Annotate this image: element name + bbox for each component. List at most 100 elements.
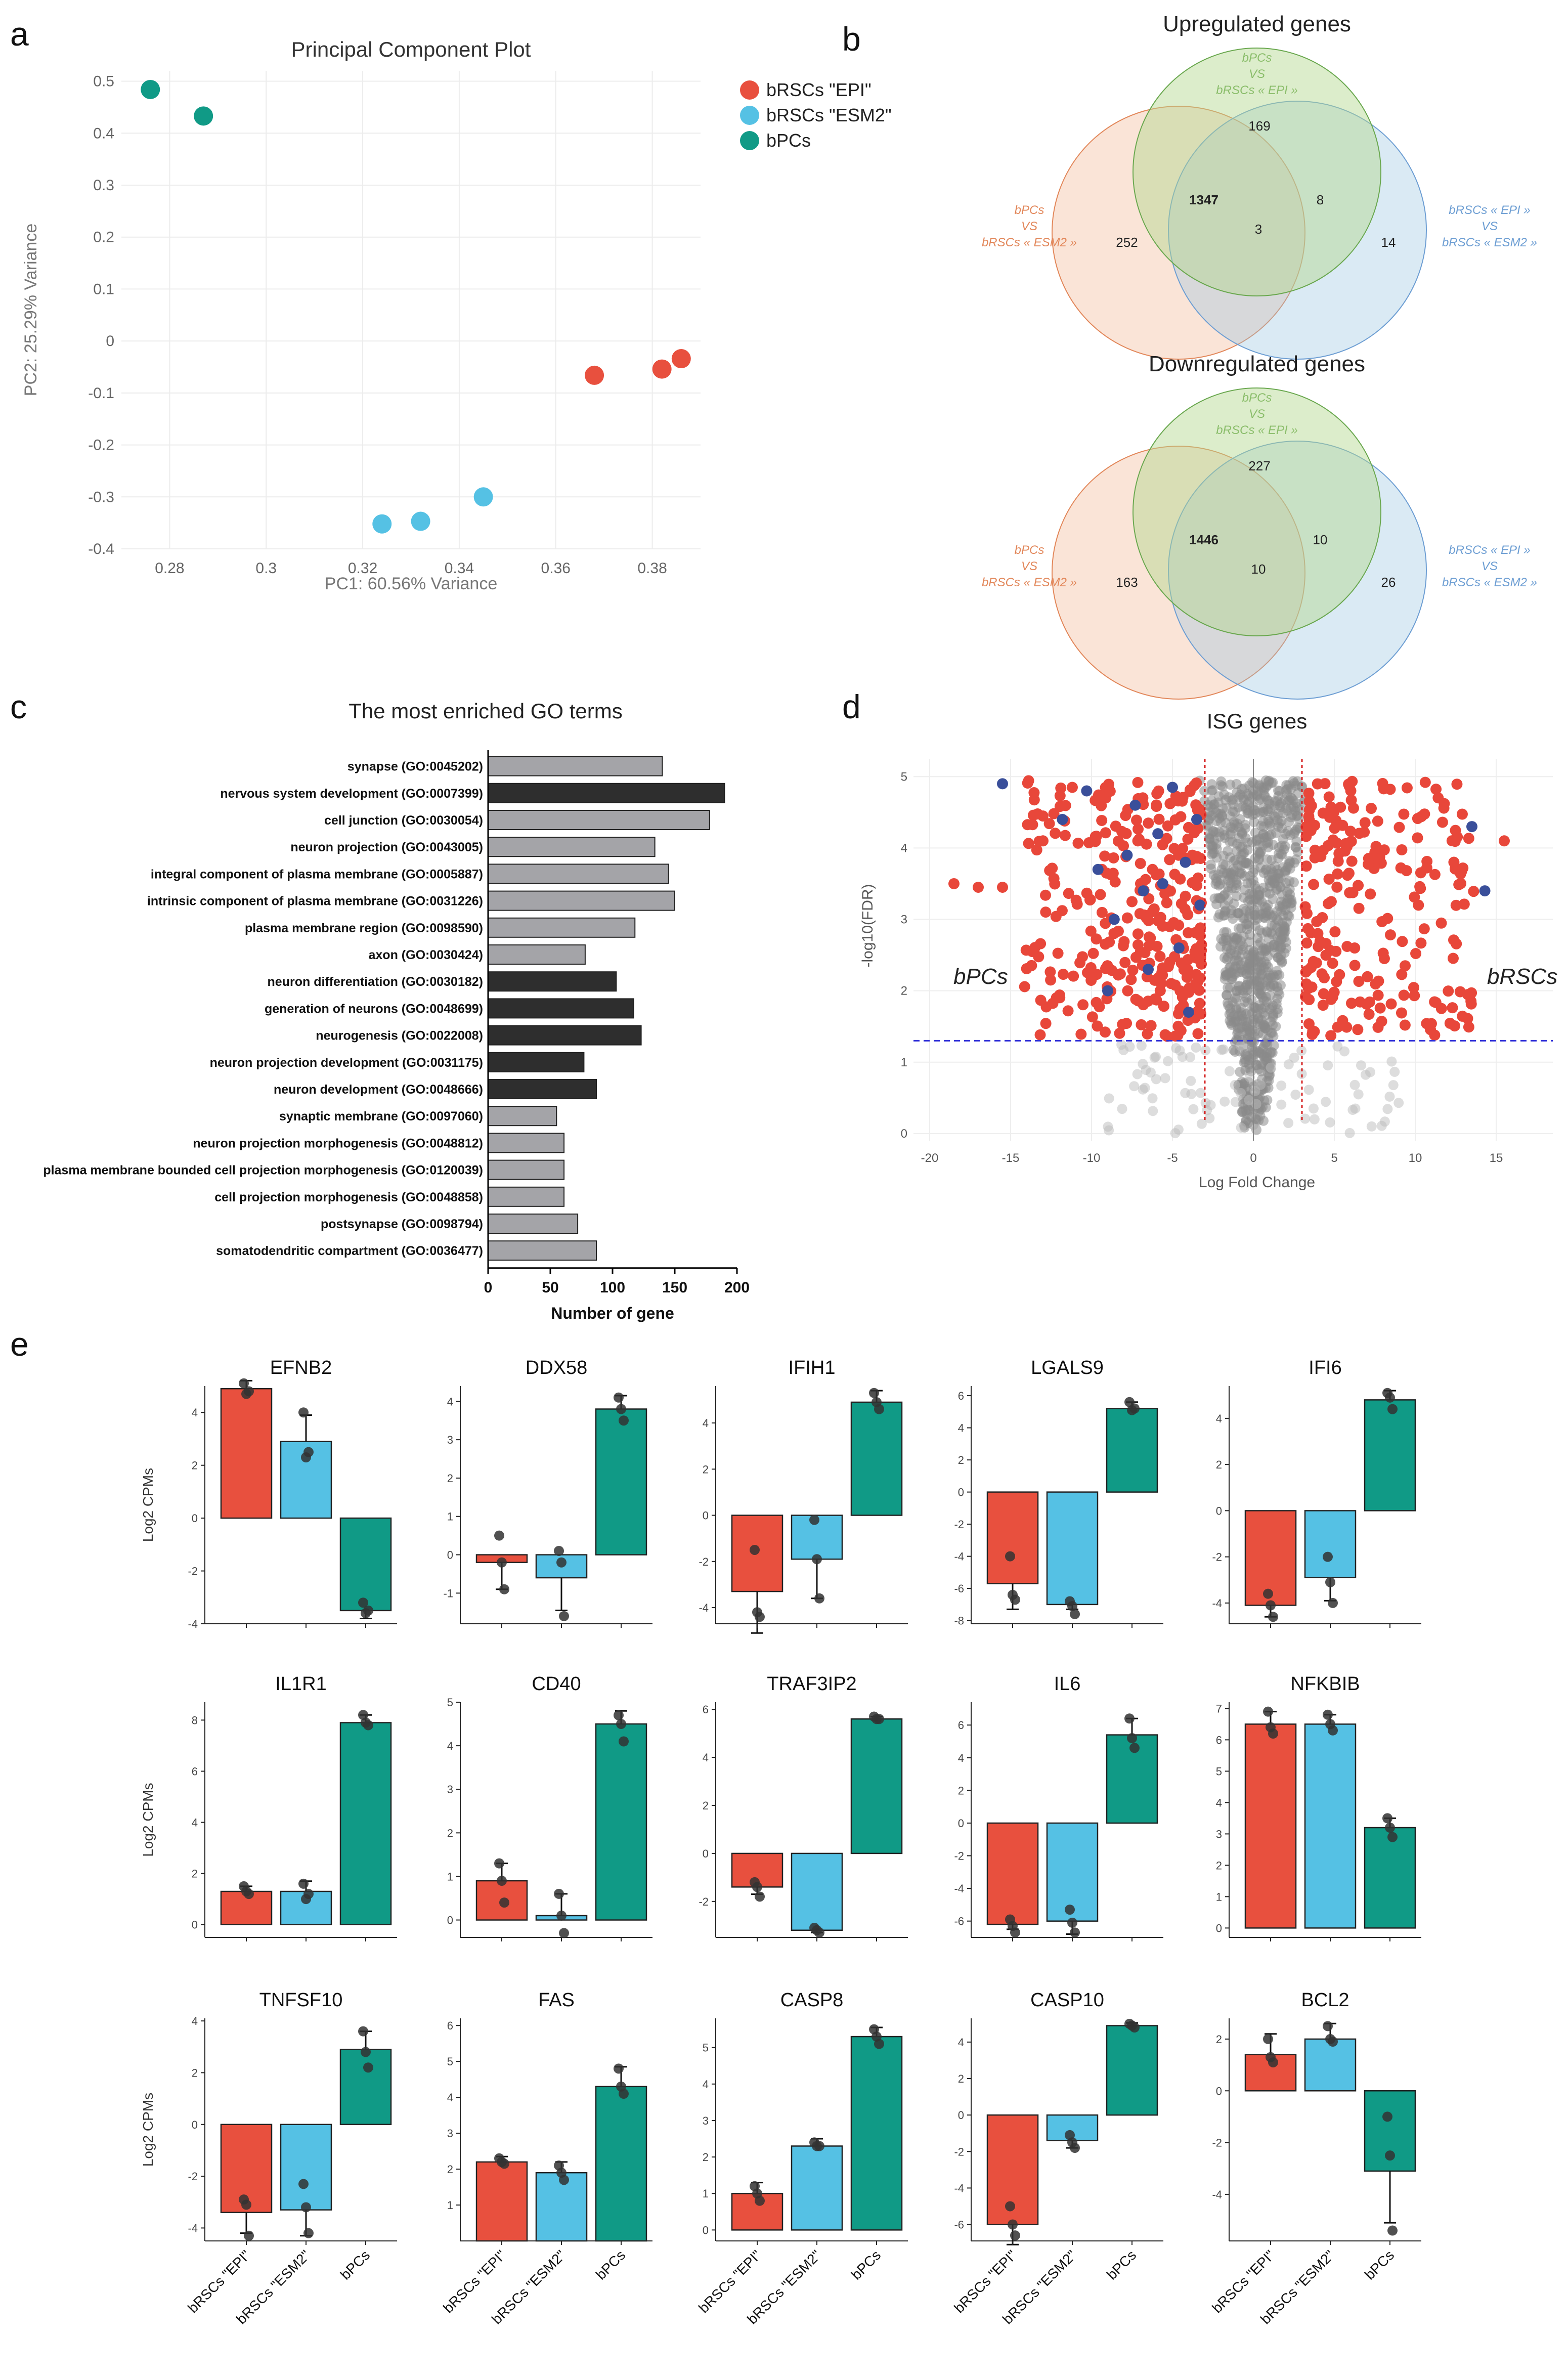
volcano-point-significant	[1393, 822, 1405, 833]
expr-chart-ddx58: DDX58 -1 0 1 2 3 4	[443, 1357, 652, 1628]
volcano-point-significant	[1172, 1008, 1184, 1020]
volcano-point-significant	[1184, 786, 1196, 797]
expr-replicate-point	[1070, 1927, 1080, 1938]
volcano-point-significant	[1054, 790, 1066, 802]
expr-ytick-label: 0	[447, 1549, 453, 1562]
volcano-point-ns	[1253, 1028, 1264, 1039]
volcano-point-significant	[1142, 1028, 1153, 1040]
volcano-point-significant	[1151, 788, 1163, 799]
volcano-point-ns	[1393, 1098, 1404, 1108]
volcano-point-ns	[1235, 1067, 1245, 1077]
expr-chart-il6: IL6 -6 -4 -2 0 2 4 6	[954, 1673, 1163, 1941]
expr-replicate-point	[1323, 2021, 1333, 2032]
volcano-point-significant	[1306, 1028, 1318, 1040]
volcano-point-ns	[1264, 1075, 1274, 1086]
volcano-point-ns	[1171, 1043, 1182, 1054]
expr-ytick-label: 0	[1216, 2085, 1222, 2097]
expr-replicate-point	[303, 1447, 314, 1457]
volcano-point-significant	[1172, 1020, 1184, 1032]
volcano-point-significant	[1195, 1008, 1207, 1020]
expr-replicate-point	[1263, 2034, 1273, 2044]
pca-ytick-label: -0.3	[88, 489, 114, 505]
volcano-point-ns	[1281, 943, 1291, 954]
volcano-point-significant	[1346, 855, 1358, 867]
expr-replicate-point	[358, 2026, 368, 2037]
volcano-point-significant	[1374, 1002, 1386, 1014]
expr-ytick-label: 2	[192, 1459, 198, 1472]
volcano-point-significant	[1122, 985, 1134, 997]
volcano-point-significant	[1499, 835, 1510, 847]
expr-bar	[339, 1722, 392, 1925]
expr-replicate-point	[1323, 1709, 1333, 1720]
pca-legend-marker	[740, 80, 759, 100]
volcano-point-ns	[1277, 823, 1287, 834]
expr-ytick-label: -6	[954, 1582, 964, 1595]
volcano-point-significant	[1177, 843, 1189, 854]
venn-set-label-blue: VS	[1482, 220, 1498, 233]
expr-replicate-point	[1385, 1823, 1395, 1833]
expr-ytick-label: 1	[447, 1870, 453, 1883]
volcano-point-significant	[1092, 1020, 1103, 1032]
volcano-point-significant	[1329, 926, 1341, 938]
volcano-point-significant	[1385, 998, 1397, 1010]
volcano-point-significant	[1045, 974, 1057, 986]
volcano-point-ns	[1200, 1098, 1211, 1108]
volcano-point-significant	[1372, 1021, 1384, 1033]
expr-bar	[986, 1491, 1039, 1584]
venn-count-orange-green: 1446	[1189, 532, 1218, 547]
volcano-point-ns	[1217, 781, 1228, 792]
expr-replicate-point	[614, 2063, 624, 2074]
volcano-point-ns	[1236, 1122, 1246, 1133]
expr-xtick-label: bPCs	[848, 2247, 884, 2282]
volcano-point-significant	[1153, 813, 1165, 825]
expr-bar	[850, 1401, 903, 1516]
volcano-point-isg	[1183, 1006, 1194, 1018]
expr-ytick-label: -2	[954, 2145, 964, 2158]
expr-replicate-point	[241, 2199, 251, 2210]
volcano-point-ns	[1388, 1080, 1399, 1091]
expr-replicate-point	[1010, 1927, 1020, 1938]
volcano-point-significant	[1143, 893, 1155, 904]
expr-xtick-label: bPCs	[593, 2247, 628, 2282]
volcano-point-ns	[1239, 884, 1250, 895]
volcano-point-significant	[1324, 811, 1335, 823]
volcano-point-significant	[1317, 1000, 1329, 1011]
volcano-point-significant	[1125, 974, 1137, 985]
expr-bar	[595, 1723, 647, 1921]
volcano-point-significant	[1432, 792, 1444, 804]
volcano-point-ns	[1273, 986, 1284, 997]
expr-ytick-label: 3	[1216, 1828, 1222, 1840]
volcano-point-significant	[1023, 838, 1034, 849]
expr-replicate-point	[559, 1611, 569, 1621]
expr-y-axis-label: Log2 CPMs	[140, 2093, 156, 2167]
expr-replicate-point	[1263, 1706, 1273, 1717]
volcano-point-significant	[1054, 801, 1066, 812]
expr-replicate-point	[298, 1878, 309, 1889]
volcano-point-ns	[1276, 950, 1286, 961]
expr-ytick-label: -4	[1212, 2188, 1222, 2201]
volcano-point-ns	[1382, 1104, 1393, 1114]
volcano-point-significant	[1366, 803, 1377, 814]
expr-replicate-point	[363, 1720, 373, 1731]
volcano-point-significant	[1120, 810, 1131, 822]
expr-replicate-point	[1385, 1392, 1395, 1403]
expr-ytick-label: 6	[192, 1765, 198, 1778]
volcano-point-significant	[1303, 788, 1315, 799]
pca-legend-marker	[740, 106, 759, 125]
go-bar	[488, 756, 663, 776]
volcano-point-significant	[1372, 989, 1384, 1001]
expr-replicate-point	[363, 2062, 373, 2073]
volcano-point-significant	[1141, 912, 1152, 924]
volcano-point-significant	[1345, 998, 1357, 1009]
volcano-point-ns	[1290, 1089, 1301, 1100]
pca-ytick-label: -0.2	[88, 437, 114, 454]
expr-ytick-label: 8	[192, 1714, 198, 1726]
volcano-point-ns	[1254, 833, 1265, 844]
volcano-point-ns	[1244, 1105, 1255, 1116]
go-bar	[488, 1133, 565, 1153]
volcano-point-significant	[1133, 834, 1145, 845]
volcano-point-significant	[1300, 966, 1312, 978]
volcano-point-significant	[1409, 990, 1420, 1002]
